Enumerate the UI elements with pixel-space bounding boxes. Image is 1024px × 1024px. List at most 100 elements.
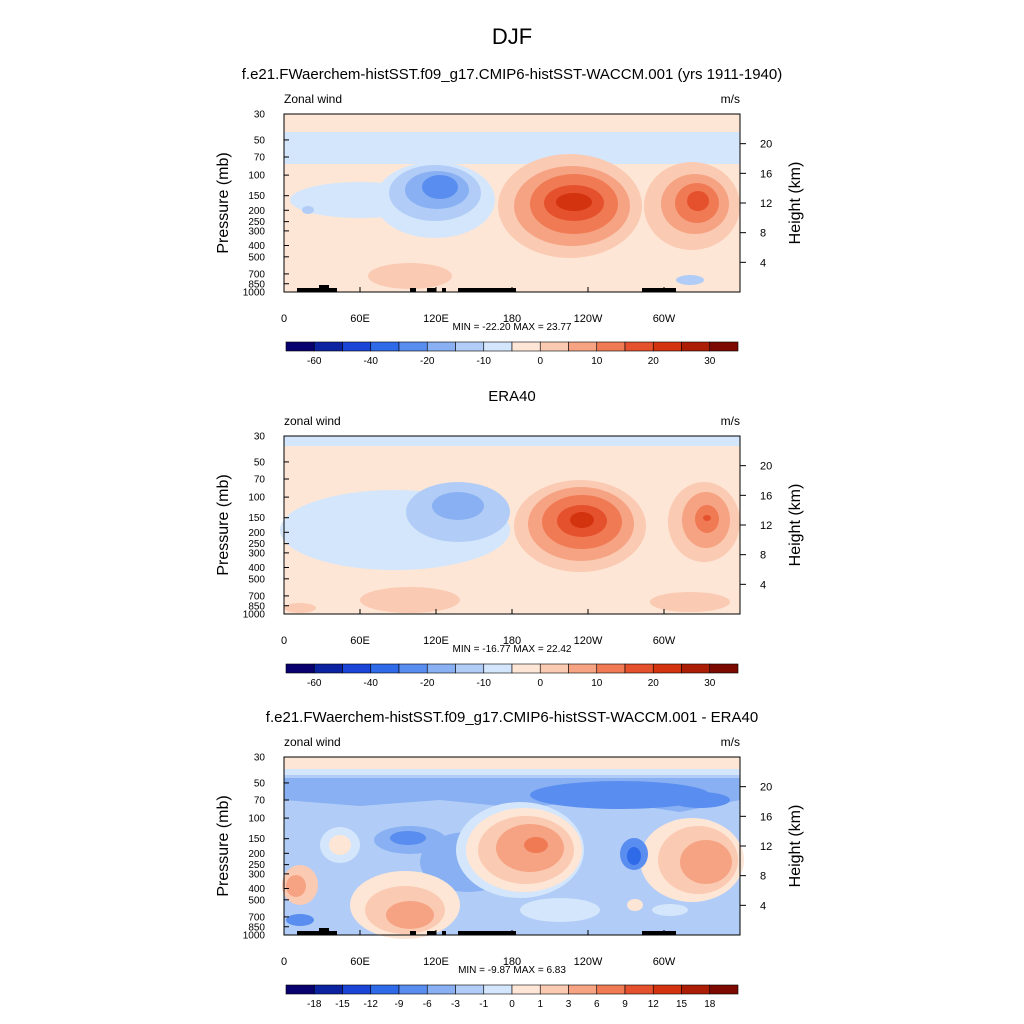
colorbar-label: -1 [479, 999, 488, 1010]
y-tick-label: 30 [254, 110, 266, 121]
y-tick-label: 250 [248, 539, 265, 550]
panel-title: f.e21.FWaerchem-histSST.f09_g17.CMIP6-hi… [242, 66, 782, 83]
colorbar-swatch [398, 341, 428, 352]
y-tick-label: 100 [248, 171, 265, 182]
colorbar-label: 12 [648, 999, 660, 1010]
panel-3: f.e21.FWaerchem-histSST.f09_g17.CMIP6-hi… [215, 709, 804, 1010]
y2-tick-label: 12 [760, 520, 772, 532]
y-tick-label: 1000 [243, 931, 266, 942]
y2-tick-label: 4 [760, 579, 766, 591]
colorbar-swatch [511, 984, 541, 995]
colorbar: -18 -15 -12 -9 -6 -3 -1 0 1 3 6 9 12 15 18 [285, 984, 739, 1010]
colorbar-swatch [313, 984, 343, 995]
y-tick-label: 150 [248, 191, 265, 202]
colorbar-label: 1 [537, 999, 543, 1010]
colorbar-swatch [539, 663, 569, 674]
colorbar-label: 6 [594, 999, 600, 1010]
x-tick-label: 0 [281, 956, 287, 968]
colorbar-swatch [285, 341, 315, 352]
y2-tick-label: 4 [760, 257, 766, 269]
colorbar-swatch [426, 663, 456, 674]
y2-tick-label: 4 [760, 900, 766, 912]
y-tick-label: 250 [248, 217, 265, 228]
y-tick-label: 200 [248, 206, 265, 217]
colorbar-swatch [709, 341, 739, 352]
y2-tick-label: 8 [760, 871, 766, 883]
panel-left-label: Zonal wind [284, 92, 342, 106]
colorbar-swatch [483, 663, 513, 674]
colorbar-swatch [596, 341, 626, 352]
colorbar-swatch [285, 984, 315, 995]
colorbar-label: -40 [364, 678, 379, 689]
y2-axis: 20 16 12 8 4 [740, 139, 772, 269]
colorbar-swatch [285, 663, 315, 674]
y-tick-label: 70 [254, 153, 266, 164]
x-tick-label: 120E [423, 635, 449, 647]
colorbar-swatch [370, 984, 400, 995]
x-tick-label: 60W [653, 313, 676, 325]
y-tick-label: 700 [248, 591, 265, 602]
colorbar-swatch [681, 341, 711, 352]
x-tick-label: 120W [574, 635, 603, 647]
colorbar-swatch [342, 663, 372, 674]
x-tick-label: 180 [503, 635, 521, 647]
panel-1: f.e21.FWaerchem-histSST.f09_g17.CMIP6-hi… [215, 66, 804, 367]
colorbar-swatch [483, 341, 513, 352]
colorbar-swatch [511, 341, 541, 352]
colorbar-swatch [455, 341, 485, 352]
colorbar-label: -10 [477, 356, 492, 367]
x-axis: 0 60E 120E 180 120W 60W [281, 287, 676, 325]
colorbar-swatch [624, 341, 654, 352]
colorbar-swatch [483, 984, 513, 995]
colorbar-swatch [455, 984, 485, 995]
colorbar-label: 0 [537, 678, 543, 689]
colorbar-label: -15 [335, 999, 350, 1010]
colorbar-swatch [652, 984, 682, 995]
y-axis-label: Pressure (mb) [215, 795, 232, 896]
colorbar-label: 10 [591, 356, 603, 367]
y-tick-label: 850 [248, 279, 265, 290]
min-max-label: MIN = -16.77 MAX = 22.42 [453, 644, 572, 655]
page-title: DJF [492, 24, 532, 49]
panel-units-label: m/s [721, 735, 740, 749]
colorbar: -60 -40 -20 -10 0 10 20 30 [285, 341, 739, 367]
y2-axis-label: Height (km) [787, 162, 804, 245]
y2-tick-label: 20 [760, 782, 772, 794]
min-max-label: MIN = -9.87 MAX = 6.83 [458, 965, 566, 976]
x-tick-label: 60W [653, 635, 676, 647]
y-tick-label: 700 [248, 912, 265, 923]
panel-2: ERA40 zonal wind m/s 3050701001502002503… [215, 388, 804, 689]
colorbar-label: 30 [704, 356, 716, 367]
y2-axis: 20 16 12 8 4 [740, 461, 772, 591]
colorbar-label: 10 [591, 678, 603, 689]
colorbar-swatch [370, 341, 400, 352]
colorbar-swatch [624, 663, 654, 674]
colorbar-swatch [539, 984, 569, 995]
colorbar-swatch [313, 341, 343, 352]
y2-tick-label: 8 [760, 228, 766, 240]
y-tick-label: 400 [248, 563, 265, 574]
min-max-label: MIN = -22.20 MAX = 23.77 [453, 322, 572, 333]
colorbar-swatch [681, 984, 711, 995]
colorbar-label: -3 [451, 999, 460, 1010]
colorbar-label: -10 [477, 678, 492, 689]
colorbar-label: -20 [420, 356, 435, 367]
colorbar-label: 0 [509, 999, 515, 1010]
colorbar-swatch [709, 984, 739, 995]
colorbar-swatch [342, 984, 372, 995]
y-tick-label: 70 [254, 475, 266, 486]
colorbar-label: 18 [704, 999, 716, 1010]
y-tick-label: 400 [248, 884, 265, 895]
contour-plot [280, 436, 740, 614]
colorbar-swatch [568, 341, 598, 352]
x-tick-label: 180 [503, 956, 521, 968]
y-tick-label: 100 [248, 493, 265, 504]
colorbar-swatch [709, 663, 739, 674]
y-tick-label: 50 [254, 135, 266, 146]
y-tick-label: 100 [248, 814, 265, 825]
panel-left-label: zonal wind [284, 735, 341, 749]
y-axis-label: Pressure (mb) [215, 474, 232, 575]
